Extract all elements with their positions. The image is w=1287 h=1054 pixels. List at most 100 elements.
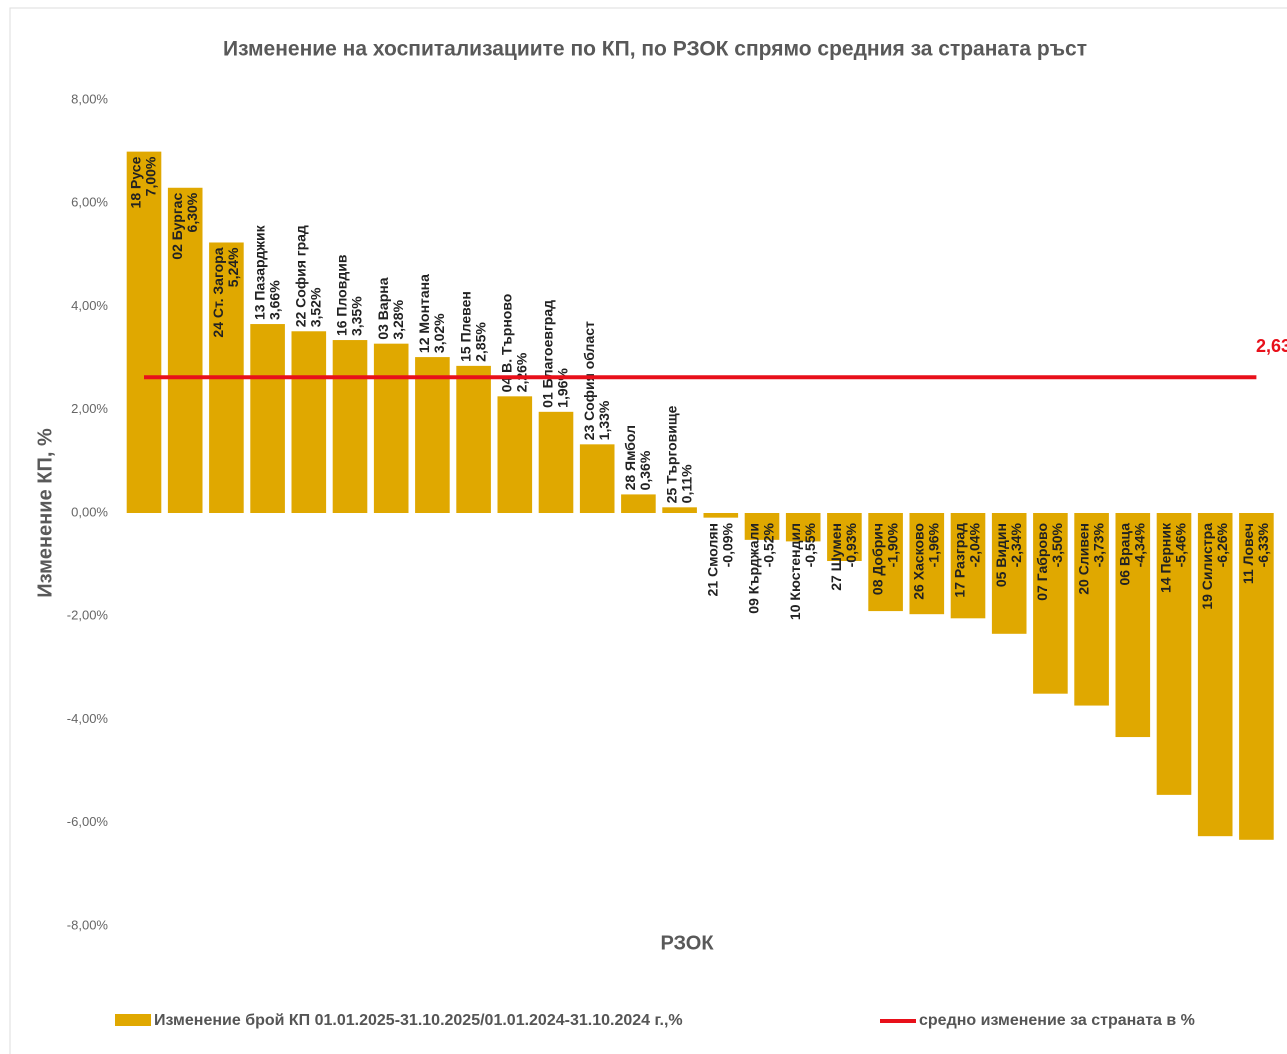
bar [415,357,450,513]
bar-name-label: 07 Габрово [1034,523,1050,601]
bar-name-label: 02 Бургас [169,193,185,260]
bar-value-label: -6,26% [1214,522,1230,567]
bar [538,411,574,513]
bar-value-label: -3,73% [1090,522,1106,567]
bar-value-label: 0,11% [678,464,694,503]
bar [250,324,285,513]
bar-value-label: -2,04% [967,522,983,567]
legend-swatch [115,1014,151,1026]
bar [167,187,203,513]
bar [1156,513,1192,795]
bar [1239,513,1274,840]
bar-name-label: 08 Добрич [869,523,885,595]
bar [991,513,1027,634]
average-label: 2,63% [1256,336,1287,356]
y-tick-label: -2,00% [67,608,109,623]
bar-name-label: 09 Кърджали [746,523,762,614]
bar-value-label: 2,85% [472,322,488,362]
bar [662,507,697,513]
bar [497,396,533,513]
bar-value-label: -3,50% [1049,522,1065,567]
bar-value-label: 7,00% [143,156,159,196]
bar-value-label: 3,02% [431,313,447,353]
y-tick-label: 0,00% [71,504,108,519]
y-tick-label: 6,00% [71,195,108,210]
bar-value-label: -5,46% [1173,522,1189,567]
bar-value-label: -1,90% [884,522,900,567]
bar-value-label: -0,52% [761,522,777,567]
chart-title: Изменение на хоспитализациите по КП, по … [223,38,1087,61]
bar-name-label: 19 Силистра [1199,523,1215,610]
bar-value-label: -4,34% [1132,522,1148,567]
y-tick-label: -6,00% [67,814,109,829]
bar-name-label: 26 Хасково [911,523,927,600]
bar-name-label: 15 Плевен [457,291,473,362]
bar-name-label: 16 Пловдив [334,254,350,336]
bar [744,513,780,540]
bar [126,151,162,513]
bar [1033,513,1068,694]
y-axis-label: Изменение КП, % [34,428,56,598]
bar [785,513,821,542]
x-axis-label: РЗОК [660,932,714,954]
bar-name-label: 04 В. Търново [499,294,515,393]
bar-name-label: 21 Смолян [705,523,721,596]
bar-value-label: 3,52% [308,287,324,327]
bar [456,365,491,513]
bar-value-label: 1,33% [596,400,612,440]
bar-name-label: 13 Пазарджик [251,224,267,320]
bar [950,513,986,619]
y-tick-label: 2,00% [71,401,108,416]
frame [9,7,1287,1054]
bar-value-label: -1,96% [926,522,942,567]
bar-value-label: 3,28% [390,299,406,339]
bar-name-label: 20 Сливен [1075,523,1091,595]
bar-value-label: 1,96% [555,368,571,408]
bar-value-label: 3,66% [266,280,282,320]
bar-name-label: 12 Монтана [416,274,432,353]
bar-name-label: 18 Русе [128,156,144,208]
bar-name-label: 23 София област [581,321,597,440]
bar [703,513,739,518]
bar-value-label: 0,36% [637,450,653,490]
bar [332,340,368,513]
y-tick-label: 8,00% [71,91,108,106]
bar [621,494,656,513]
y-tick-label: 4,00% [71,298,108,313]
bar [868,513,903,612]
bar-name-label: 24 Ст. Загора [210,247,226,337]
bar-name-label: 28 Ямбол [622,425,638,490]
bar [291,331,327,513]
y-tick-label: -8,00% [67,917,109,932]
bar-value-label: 3,35% [349,296,365,336]
bar-name-label: 22 София град [293,225,309,327]
bar-name-label: 06 Враца [1117,523,1133,586]
bar-name-label: 05 Видин [993,523,1009,587]
bar [579,444,615,513]
bar [1074,513,1109,706]
bar-value-label: -0,09% [720,522,736,567]
bar-name-label: 10 Кюстендил [787,523,803,620]
bar-name-label: 25 Търговище [663,405,679,503]
legend-label: средно изменение за страната в % [919,1012,1195,1029]
bar-value-label: -0,55% [802,522,818,567]
bar [1197,513,1233,837]
bar-name-label: 01 Благоевград [540,300,556,408]
bar-value-label: 6,30% [184,192,200,232]
bar-name-label: 27 Шумен [828,523,844,591]
bar [827,513,862,562]
bar-value-label: -2,34% [1008,522,1024,567]
bar-value-label: 2,26% [514,352,530,392]
bar-name-label: 11 Ловеч [1240,523,1256,584]
bar [1115,513,1151,738]
bar-value-label: -6,33% [1255,522,1271,567]
bar [373,343,409,513]
bar-name-label: 03 Варна [375,277,391,339]
legend-label: Изменение брой КП 01.01.2025-31.10.2025/… [154,1012,683,1029]
bar-name-label: 17 Разград [952,523,968,598]
bar-value-label: 5,24% [225,247,241,287]
bar-value-label: -0,93% [843,522,859,567]
y-tick-label: -4,00% [67,711,109,726]
bar-name-label: 14 Перник [1158,522,1174,593]
